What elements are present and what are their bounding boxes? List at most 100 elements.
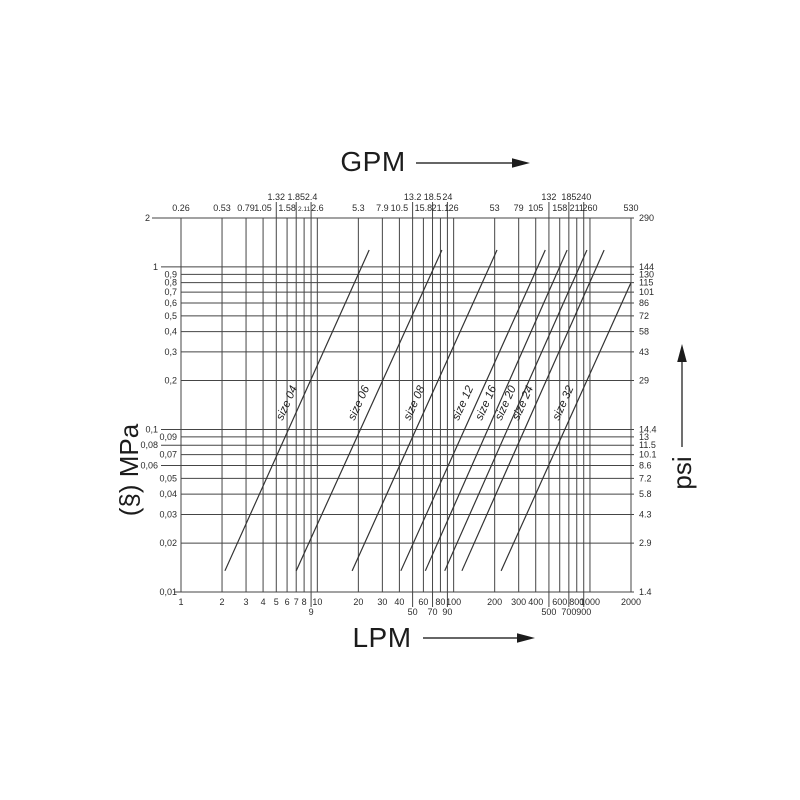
lpm-tick-label: 30	[377, 597, 387, 607]
gpm-tick-label: 21.1	[432, 203, 450, 213]
mpa-tick-label: 0,8	[164, 278, 177, 288]
lpm-tick-label: 100	[446, 597, 461, 607]
lpm-tick-label: 90	[442, 607, 452, 617]
lpm-tick-label: 1	[178, 597, 183, 607]
gpm-tick-label: 1.85	[287, 192, 305, 202]
lpm-tick-label: 5	[274, 597, 279, 607]
psi-tick-label: 14.4	[639, 424, 657, 434]
lpm-tick-label: 80	[435, 597, 445, 607]
size-curve	[500, 282, 632, 572]
psi-tick-label: 86	[639, 298, 649, 308]
gpm-tick-label: 24	[442, 192, 452, 202]
lpm-tick-label: 300	[511, 597, 526, 607]
mpa-tick-label: 1	[153, 262, 158, 272]
gpm-tick-label: 2.6	[311, 203, 324, 213]
gpm-tick-label: 79	[514, 203, 524, 213]
gpm-tick-label: 105	[528, 203, 543, 213]
lpm-tick-label: 6	[285, 597, 290, 607]
size-curve-label: size 12	[450, 384, 476, 423]
mpa-tick-label: 0,09	[159, 432, 177, 442]
mpa-axis-title: (§) MPa	[114, 423, 144, 516]
psi-tick-label: 72	[639, 311, 649, 321]
psi-tick-label: 13	[639, 432, 649, 442]
lpm-tick-label: 4	[261, 597, 266, 607]
psi-tick-label: 115	[639, 278, 653, 288]
gpm-arrow-icon	[416, 158, 530, 168]
gpm-tick-label: 18.5	[424, 192, 442, 202]
lpm-tick-label: 40	[394, 597, 404, 607]
lpm-tick-label: 70	[428, 607, 438, 617]
lpm-tick-label: 1000	[580, 597, 600, 607]
tick-labels: 1 0.26 2 0.53 3 0.79 4 1.05 5 1.32 6 1.58 7 1.85 8 2.11…	[140, 192, 656, 617]
size-curve	[295, 249, 443, 572]
lpm-tick-label: 60	[418, 597, 428, 607]
psi-tick-label: 10.1	[639, 450, 657, 460]
psi-tick-label: 11.5	[639, 440, 656, 450]
mpa-tick-label: 0,08	[140, 440, 158, 450]
mpa-tick-label: 0,3	[164, 347, 177, 357]
psi-tick-label: 5.8	[639, 489, 652, 499]
lpm-tick-label: 600	[552, 597, 567, 607]
mpa-tick-label: 0,03	[159, 509, 177, 519]
gpm-tick-label: 132	[541, 192, 556, 202]
gpm-tick-label: 1.05	[254, 203, 272, 213]
gpm-tick-label: 1.58	[278, 203, 296, 213]
size-curve	[461, 249, 605, 572]
psi-tick-label: 101	[639, 287, 654, 297]
gpm-tick-label: 185	[561, 192, 576, 202]
size-curve	[224, 249, 370, 572]
psi-tick-label: 130	[639, 269, 654, 279]
mpa-tick-label: 0,01	[159, 587, 177, 597]
gpm-axis-title: GPM	[340, 146, 405, 177]
size-curve	[444, 249, 588, 572]
psi-axis-title: psi	[667, 456, 697, 489]
gpm-tick-label: 2.11	[298, 206, 311, 213]
gpm-tick-label: 260	[582, 203, 597, 213]
size-curve	[400, 249, 546, 572]
mpa-tick-label: 0,02	[159, 538, 177, 548]
size-curve-label: size 06	[346, 384, 372, 423]
mpa-tick-label: 0,5	[164, 311, 177, 321]
lpm-tick-label: 2000	[621, 597, 641, 607]
psi-tick-label: 144	[639, 262, 654, 272]
lpm-tick-label: 900	[576, 607, 591, 617]
mpa-tick-label: 0,07	[159, 450, 177, 460]
mpa-tick-label: 0,7	[164, 287, 177, 297]
lpm-tick-label: 8	[302, 597, 307, 607]
gpm-tick-label: 1.32	[268, 192, 286, 202]
lpm-arrow-icon	[423, 633, 535, 643]
lpm-tick-label: 9	[309, 607, 314, 617]
psi-arrow-icon	[677, 344, 687, 447]
gpm-tick-label: 240	[576, 192, 591, 202]
psi-tick-label: 4.3	[639, 509, 652, 519]
psi-tick-label: 58	[639, 327, 649, 337]
lpm-tick-label: 700	[561, 607, 576, 617]
psi-tick-label: 2.9	[639, 538, 652, 548]
gpm-tick-label: 13.2	[404, 192, 422, 202]
size-curve-label: size 32	[551, 383, 577, 422]
size-curve-label: size 08	[402, 384, 428, 423]
psi-tick-label: 7.2	[639, 473, 652, 483]
lpm-tick-label: 800	[569, 597, 584, 607]
gpm-tick-label: 53	[490, 203, 500, 213]
lpm-tick-label: 3	[244, 597, 249, 607]
gpm-tick-label: 2.4	[305, 192, 318, 202]
lpm-tick-label: 400	[528, 597, 543, 607]
lpm-tick-label: 10	[312, 597, 322, 607]
mpa-tick-label: 0,06	[140, 461, 158, 471]
gpm-tick-label: 0.53	[213, 203, 231, 213]
gpm-tick-label: 10.5	[391, 203, 409, 213]
gpm-tick-label: 530	[623, 203, 638, 213]
gpm-tick-label: 158	[552, 203, 567, 213]
mpa-tick-label: 0,2	[164, 376, 177, 386]
psi-tick-label: 43	[639, 347, 649, 357]
gpm-tick-label: 211	[570, 203, 584, 213]
gpm-tick-label: 15.8	[415, 203, 433, 213]
mpa-tick-label: 0,6	[164, 298, 177, 308]
psi-tick-label: 1.4	[639, 587, 652, 597]
gpm-tick-label: 7.9	[376, 203, 389, 213]
lpm-tick-label: 20	[353, 597, 363, 607]
